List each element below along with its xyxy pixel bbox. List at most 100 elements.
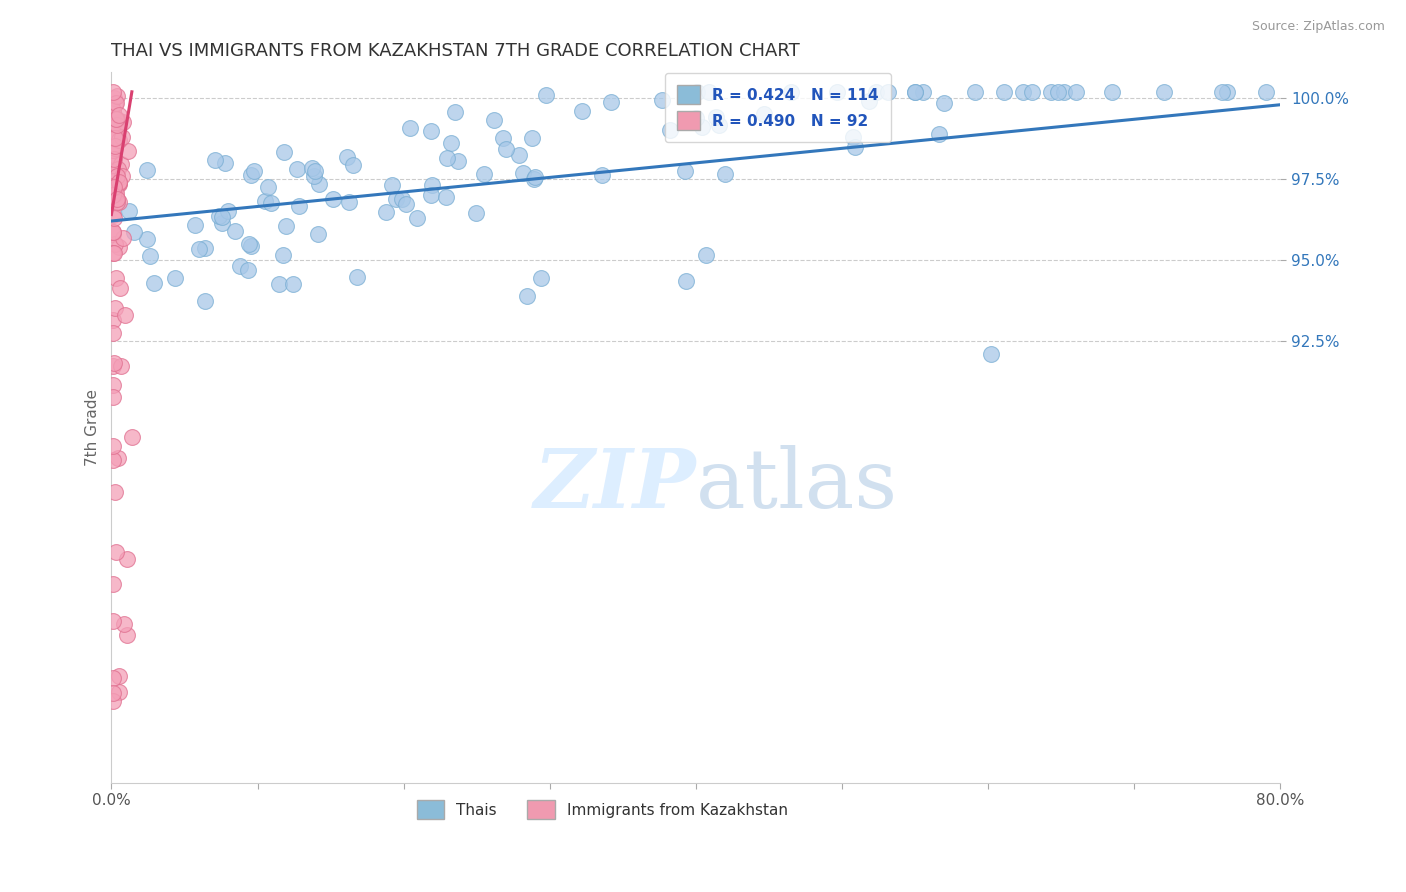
Point — [1064, 85, 1087, 99]
Point — [229, 259, 252, 273]
Point — [903, 85, 925, 99]
Point — [104, 186, 127, 200]
Point — [238, 237, 260, 252]
Point — [110, 156, 132, 170]
Point — [697, 85, 720, 99]
Point — [993, 85, 1015, 99]
Point — [105, 169, 128, 183]
Point — [108, 108, 131, 122]
Point — [335, 150, 357, 164]
Point — [103, 153, 125, 167]
Point — [104, 484, 127, 499]
Point — [1153, 85, 1175, 99]
Point — [600, 95, 623, 109]
Point — [346, 270, 368, 285]
Point — [101, 103, 124, 117]
Point — [659, 123, 682, 137]
Point — [103, 356, 125, 370]
Point — [398, 120, 420, 135]
Point — [865, 85, 887, 99]
Point — [928, 127, 950, 141]
Point — [108, 175, 131, 189]
Point — [111, 115, 134, 129]
Point — [307, 227, 329, 241]
Point — [754, 106, 776, 120]
Point — [103, 439, 125, 453]
Point — [112, 616, 135, 631]
Point — [101, 103, 124, 118]
Point — [103, 127, 125, 141]
Point — [103, 91, 125, 105]
Point — [103, 180, 125, 194]
Point — [472, 167, 495, 181]
Point — [114, 308, 136, 322]
Point — [104, 139, 127, 153]
Point — [342, 158, 364, 172]
Point — [523, 172, 546, 186]
Point — [101, 164, 124, 178]
Point — [406, 211, 429, 225]
Point — [142, 277, 165, 291]
Point — [285, 162, 308, 177]
Point — [825, 85, 848, 99]
Point — [707, 119, 730, 133]
Point — [110, 359, 132, 373]
Point — [117, 144, 139, 158]
Point — [512, 166, 534, 180]
Point — [122, 226, 145, 240]
Point — [101, 179, 124, 194]
Point — [516, 289, 538, 303]
Point — [482, 113, 505, 128]
Point — [420, 178, 443, 193]
Point — [685, 112, 707, 126]
Point — [107, 240, 129, 254]
Point — [187, 243, 209, 257]
Point — [844, 140, 866, 154]
Point — [273, 248, 295, 262]
Point — [105, 112, 128, 126]
Point — [492, 131, 515, 145]
Point — [240, 239, 263, 253]
Point — [911, 85, 934, 99]
Point — [1021, 85, 1043, 99]
Point — [224, 224, 246, 238]
Point — [217, 204, 239, 219]
Point — [101, 209, 124, 223]
Point — [1046, 85, 1069, 99]
Point — [101, 614, 124, 628]
Point — [446, 153, 468, 168]
Text: THAI VS IMMIGRANTS FROM KAZAKHSTAN 7TH GRADE CORRELATION CHART: THAI VS IMMIGRANTS FROM KAZAKHSTAN 7TH G… — [111, 42, 800, 60]
Point — [101, 126, 124, 140]
Text: Source: ZipAtlas.com: Source: ZipAtlas.com — [1251, 20, 1385, 33]
Point — [204, 153, 226, 167]
Point — [308, 177, 330, 191]
Point — [304, 164, 326, 178]
Point — [104, 96, 127, 111]
Point — [165, 271, 187, 285]
Point — [111, 130, 134, 145]
Text: atlas: atlas — [696, 444, 898, 524]
Point — [260, 195, 283, 210]
Point — [208, 209, 231, 223]
Point — [101, 313, 124, 327]
Point — [101, 225, 124, 239]
Point — [101, 174, 124, 188]
Point — [673, 164, 696, 178]
Point — [385, 192, 408, 206]
Point — [269, 277, 291, 291]
Text: ZIP: ZIP — [533, 444, 696, 524]
Point — [108, 177, 131, 191]
Point — [101, 143, 124, 157]
Point — [571, 103, 593, 118]
Point — [104, 301, 127, 316]
Point — [858, 94, 880, 108]
Point — [101, 188, 124, 202]
Point — [214, 156, 236, 170]
Point — [105, 122, 128, 136]
Point — [1254, 85, 1277, 99]
Point — [520, 131, 543, 145]
Point — [104, 120, 127, 135]
Point — [104, 270, 127, 285]
Point — [495, 142, 517, 156]
Point — [108, 685, 131, 699]
